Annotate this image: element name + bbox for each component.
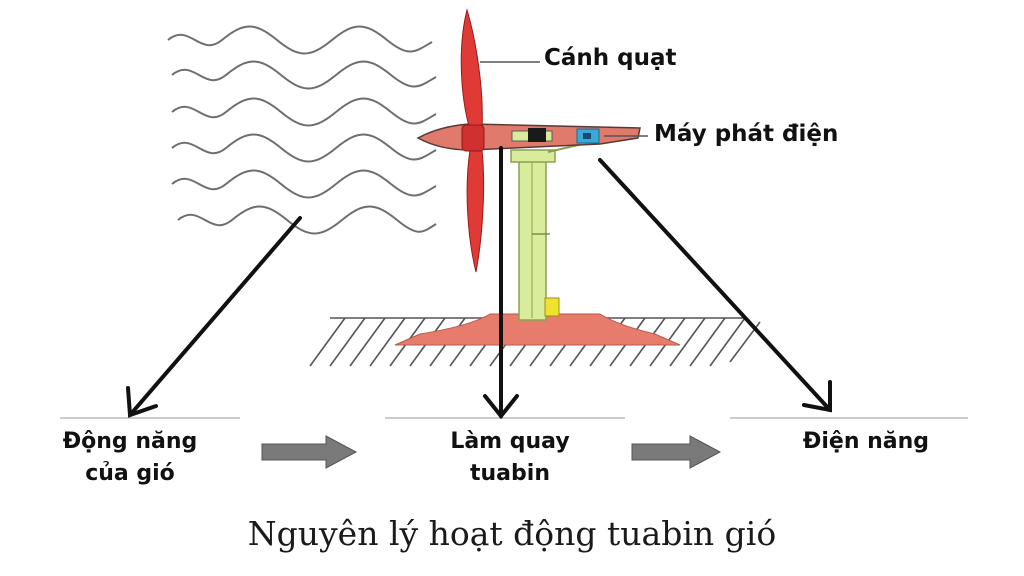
turbine-blade-top <box>460 8 483 131</box>
wind-line <box>171 97 437 127</box>
rotate-turbine-line1: Làm quay <box>450 429 570 454</box>
wind-line <box>171 169 437 199</box>
wind-line <box>167 25 433 55</box>
wind-lines <box>167 25 437 235</box>
wind-line <box>171 60 437 90</box>
wind-line <box>177 205 437 235</box>
yaw-gear <box>544 297 560 317</box>
energy-arrows <box>126 146 832 420</box>
rotate-turbine-label: Làm quay tuabin <box>420 426 600 490</box>
blade-label: Cánh quạt <box>544 45 677 71</box>
diagram-caption: Nguyên lý hoạt động tuabin gió <box>247 514 777 553</box>
flow-arrow-1 <box>261 435 358 469</box>
electric-energy-arrow <box>598 158 832 413</box>
wind-energy-arrow <box>126 216 302 418</box>
kinetic-energy-line1: Động năng <box>62 429 198 454</box>
electric-energy-label: Điện năng <box>802 429 930 454</box>
generator-label: Máy phát điện <box>654 121 839 147</box>
gearbox <box>528 128 546 142</box>
turbine-hub <box>461 124 485 152</box>
turbine-rotation-arrow <box>483 146 519 420</box>
tower-top <box>510 149 556 163</box>
kinetic-energy-label: Động năng của gió <box>40 426 220 490</box>
wind-line <box>171 133 437 163</box>
flow-arrow-2 <box>631 435 722 469</box>
rotate-turbine-line2: tuabin <box>470 461 550 486</box>
kinetic-energy-line2: của gió <box>85 461 175 486</box>
turbine-blade-bottom <box>466 149 485 273</box>
